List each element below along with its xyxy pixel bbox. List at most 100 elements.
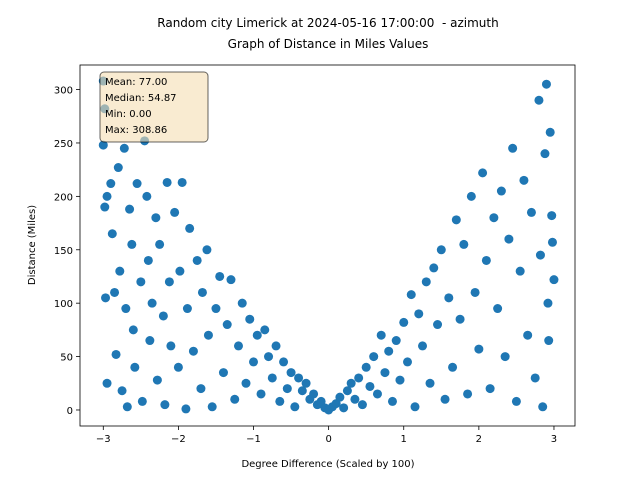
point	[433, 320, 443, 330]
point	[264, 352, 274, 362]
point	[143, 255, 153, 265]
point	[387, 396, 397, 406]
point	[256, 389, 266, 399]
point	[166, 341, 176, 351]
point	[504, 234, 514, 244]
point	[115, 266, 125, 276]
point	[543, 298, 553, 308]
point	[421, 277, 431, 287]
point	[372, 389, 382, 399]
point	[474, 344, 484, 354]
point	[444, 293, 454, 303]
point	[549, 275, 559, 285]
x-tick-label: 0	[325, 434, 331, 445]
point	[535, 250, 545, 260]
point	[365, 381, 375, 391]
y-axis-label: Distance (Miles)	[27, 205, 38, 285]
x-tick-label: 1	[401, 434, 407, 445]
point	[102, 191, 112, 201]
point	[113, 163, 123, 173]
point	[547, 211, 557, 221]
point	[137, 396, 147, 406]
point	[152, 375, 162, 385]
point	[241, 378, 251, 388]
x-axis-label: Degree Difference (Scaled by 100)	[241, 459, 414, 470]
point	[402, 357, 412, 367]
point	[197, 287, 207, 297]
point	[544, 336, 554, 346]
plot-area	[98, 76, 559, 415]
point	[158, 311, 168, 321]
point	[395, 375, 405, 385]
y-tick-label: 0	[67, 406, 73, 417]
point	[164, 277, 174, 287]
point	[526, 207, 536, 217]
point	[177, 177, 187, 187]
point	[117, 386, 127, 396]
y-tick-label: 250	[54, 139, 73, 150]
point	[181, 404, 191, 414]
point	[436, 245, 446, 255]
point	[142, 191, 152, 201]
point	[196, 384, 206, 394]
point	[202, 245, 212, 255]
x-tick-label: −3	[96, 434, 111, 445]
point	[207, 402, 217, 412]
point	[267, 373, 277, 383]
point	[339, 403, 349, 413]
point	[511, 396, 521, 406]
point	[380, 368, 390, 378]
y-tick-label: 300	[54, 86, 73, 97]
point	[425, 378, 435, 388]
point	[218, 368, 228, 378]
point	[100, 202, 110, 212]
point	[249, 357, 259, 367]
point	[455, 314, 465, 324]
point	[173, 362, 183, 372]
point	[182, 304, 192, 314]
point	[279, 357, 289, 367]
point	[301, 378, 311, 388]
point	[147, 298, 157, 308]
point	[215, 271, 225, 281]
point	[418, 341, 428, 351]
point	[237, 298, 247, 308]
point	[342, 386, 352, 396]
point	[175, 266, 185, 276]
point	[489, 213, 499, 223]
axes-frame	[79, 64, 576, 427]
point	[399, 317, 409, 327]
point	[192, 255, 202, 265]
point	[294, 373, 304, 383]
point	[106, 179, 116, 189]
point	[335, 392, 345, 402]
point	[160, 400, 170, 410]
stats-line: Max: 308.86	[105, 125, 167, 136]
point	[226, 275, 236, 285]
point	[101, 293, 111, 303]
point	[519, 175, 529, 185]
point	[188, 346, 198, 356]
point	[230, 394, 240, 404]
point	[110, 287, 120, 297]
point	[354, 373, 364, 383]
y-tick-label: 50	[60, 353, 73, 364]
chart-title: Random city Limerick at 2024-05-16 17:00…	[157, 16, 498, 30]
stats-box	[99, 71, 209, 143]
point	[121, 304, 131, 314]
point	[545, 127, 555, 137]
point	[346, 378, 356, 388]
point	[451, 215, 461, 225]
point	[233, 341, 243, 351]
point	[309, 389, 319, 399]
point	[530, 373, 540, 383]
point	[496, 186, 506, 196]
point	[127, 239, 137, 249]
point	[493, 304, 503, 314]
point	[290, 402, 300, 412]
point	[361, 362, 371, 372]
point	[429, 263, 439, 273]
point	[357, 400, 367, 410]
point	[481, 255, 491, 265]
